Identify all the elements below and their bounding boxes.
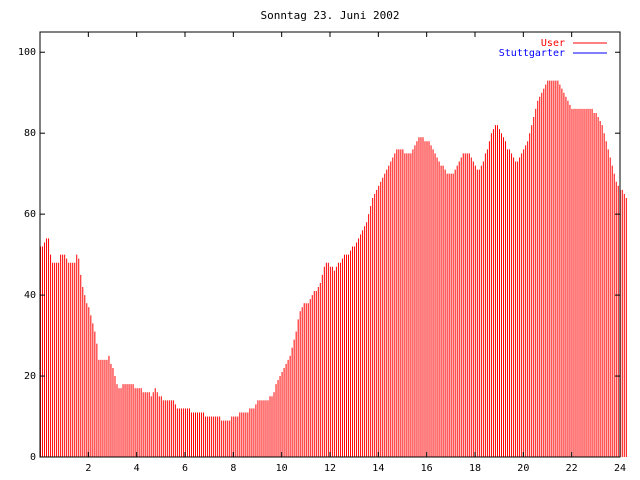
legend: User Stuttgarter <box>499 38 607 59</box>
legend-label-user: User <box>541 38 565 49</box>
x-tick-label-10: 10 <box>276 463 288 474</box>
x-tick-label-18: 18 <box>469 463 481 474</box>
y-tick-label-20: 20 <box>24 371 36 382</box>
x-tick-label-12: 12 <box>324 463 336 474</box>
legend-label-stuttgarter: Stuttgarter <box>499 48 565 59</box>
y-tick-label-40: 40 <box>24 290 36 301</box>
x-tick-label-24: 24 <box>614 463 626 474</box>
y-tick-label-0: 0 <box>30 452 36 463</box>
x-tick-label-8: 8 <box>230 463 236 474</box>
x-tick-label-14: 14 <box>372 463 384 474</box>
y-tick-label-80: 80 <box>24 128 36 139</box>
x-tick-label-16: 16 <box>421 463 433 474</box>
x-tick-label-6: 6 <box>182 463 188 474</box>
bars-layer <box>40 80 627 457</box>
x-tick-label-2: 2 <box>85 463 91 474</box>
y-tick-label-60: 60 <box>24 209 36 220</box>
x-tick-label-4: 4 <box>134 463 140 474</box>
y-tick-label-100: 100 <box>18 47 36 58</box>
chart-title: Sonntag 23. Juni 2002 <box>260 9 399 22</box>
x-tick-label-22: 22 <box>566 463 578 474</box>
x-tick-label-20: 20 <box>517 463 529 474</box>
